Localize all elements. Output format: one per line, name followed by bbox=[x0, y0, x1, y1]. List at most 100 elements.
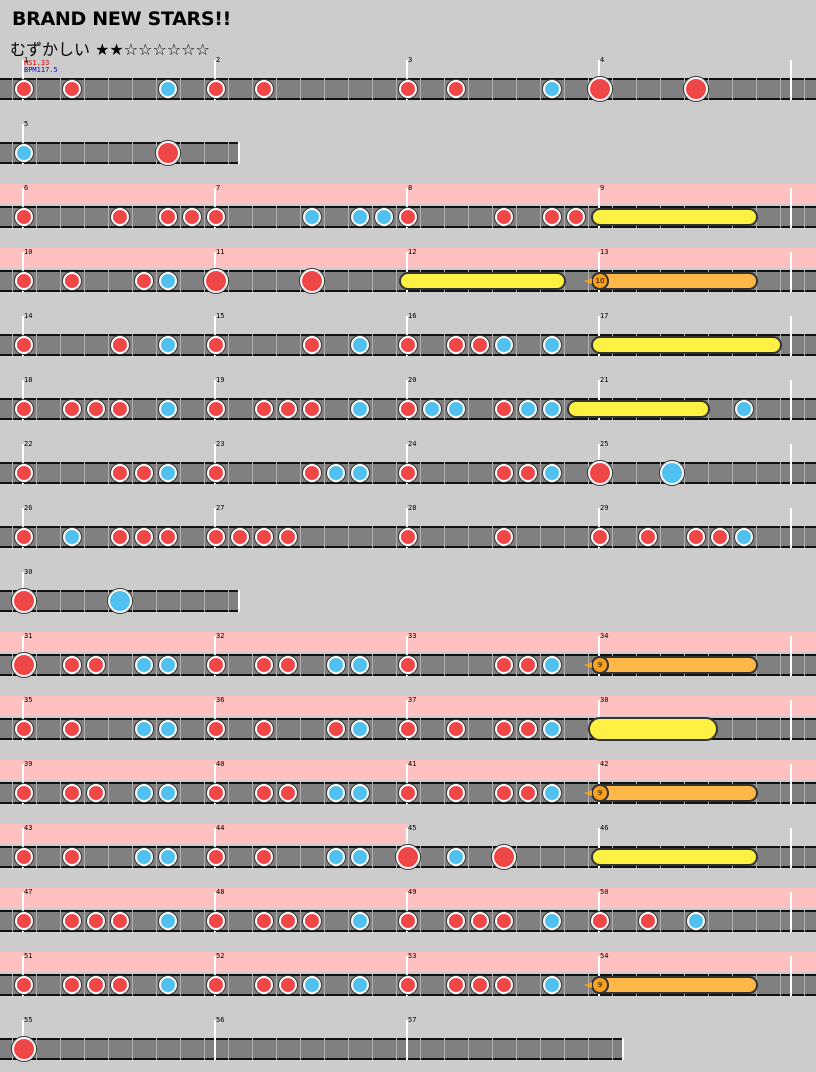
don-note bbox=[711, 528, 729, 546]
beat-line bbox=[156, 718, 157, 740]
beat-line bbox=[204, 398, 205, 420]
beat-line bbox=[84, 718, 85, 740]
beat-line bbox=[180, 846, 181, 868]
drumroll-bar bbox=[588, 717, 718, 741]
measure-number: 15 bbox=[216, 312, 225, 320]
beat-line bbox=[372, 846, 373, 868]
don-note bbox=[399, 976, 417, 994]
beat-line bbox=[36, 846, 37, 868]
beat-line bbox=[132, 590, 133, 612]
beat-line bbox=[132, 142, 133, 164]
don-note bbox=[63, 912, 81, 930]
beat-line bbox=[636, 526, 637, 548]
beat-line bbox=[444, 334, 445, 356]
measure-number: 2 bbox=[216, 56, 221, 64]
ka-note bbox=[351, 656, 369, 674]
gogo-band bbox=[0, 248, 816, 268]
don-note bbox=[447, 976, 465, 994]
don-note bbox=[495, 976, 513, 994]
don-note bbox=[111, 400, 129, 418]
ka-note bbox=[543, 336, 561, 354]
don-note bbox=[447, 784, 465, 802]
beat-line bbox=[516, 526, 517, 548]
don-note bbox=[639, 528, 657, 546]
ka-note bbox=[735, 400, 753, 418]
measure-number: 23 bbox=[216, 440, 225, 448]
don-note bbox=[279, 784, 297, 802]
beat-line bbox=[300, 334, 301, 356]
beat-line bbox=[564, 782, 565, 804]
beat-line bbox=[516, 718, 517, 740]
bar-line bbox=[790, 252, 792, 292]
beat-line bbox=[276, 782, 277, 804]
measure-number: 35 bbox=[24, 696, 33, 704]
beat-line bbox=[204, 142, 205, 164]
beat-line bbox=[84, 782, 85, 804]
beat-line bbox=[324, 462, 325, 484]
ka-note bbox=[159, 400, 177, 418]
don-note bbox=[519, 784, 537, 802]
don-note bbox=[63, 400, 81, 418]
measure-number: 10 bbox=[24, 248, 33, 256]
beat-line bbox=[780, 910, 781, 932]
ka-note bbox=[159, 336, 177, 354]
measure-row: 22 23 24 25 bbox=[0, 440, 816, 488]
measure-number: 34 bbox=[600, 632, 609, 640]
beat-line bbox=[108, 78, 109, 100]
don-note bbox=[207, 656, 225, 674]
beat-line bbox=[12, 910, 13, 932]
gogo-band bbox=[0, 952, 816, 972]
beat-line bbox=[732, 910, 733, 932]
big-ka-note bbox=[660, 461, 684, 485]
beat-line bbox=[180, 782, 181, 804]
beat-line bbox=[396, 654, 397, 676]
beat-line bbox=[84, 398, 85, 420]
ka-note bbox=[519, 400, 537, 418]
beat-line bbox=[12, 782, 13, 804]
measure-number: 49 bbox=[408, 888, 417, 896]
beat-line bbox=[60, 590, 61, 612]
ka-note bbox=[135, 656, 153, 674]
beat-line bbox=[84, 462, 85, 484]
beat-line bbox=[108, 654, 109, 676]
beat-line bbox=[708, 78, 709, 100]
beat-line bbox=[60, 782, 61, 804]
measure-number: 17 bbox=[600, 312, 609, 320]
measure-number: 4 bbox=[600, 56, 605, 64]
beat-line bbox=[396, 78, 397, 100]
don-note bbox=[471, 912, 489, 930]
beat-line bbox=[12, 142, 13, 164]
ka-note bbox=[303, 976, 321, 994]
bar-line bbox=[790, 188, 792, 228]
beat-line bbox=[756, 718, 757, 740]
beat-line bbox=[372, 910, 373, 932]
beat-line bbox=[60, 974, 61, 996]
balloon-head: 9 bbox=[584, 976, 609, 994]
measure-number: 16 bbox=[408, 312, 417, 320]
beat-line bbox=[84, 334, 85, 356]
measure-number: 9 bbox=[600, 184, 605, 192]
beat-line bbox=[804, 206, 805, 228]
drumroll-bar bbox=[399, 272, 566, 290]
beat-line bbox=[444, 398, 445, 420]
beat-line bbox=[468, 718, 469, 740]
ka-note bbox=[159, 272, 177, 290]
beat-line bbox=[204, 526, 205, 548]
beat-line bbox=[804, 270, 805, 292]
beat-line bbox=[156, 334, 157, 356]
measure-number: 55 bbox=[24, 1016, 33, 1024]
don-note bbox=[111, 976, 129, 994]
beat-line bbox=[516, 654, 517, 676]
beat-line bbox=[516, 334, 517, 356]
don-note bbox=[15, 272, 33, 290]
ka-note bbox=[543, 784, 561, 802]
beat-line bbox=[228, 398, 229, 420]
beat-line bbox=[276, 654, 277, 676]
don-note bbox=[447, 720, 465, 738]
beat-line bbox=[60, 526, 61, 548]
beat-line bbox=[132, 398, 133, 420]
beat-line bbox=[660, 526, 661, 548]
bar-line bbox=[790, 892, 792, 932]
beat-line bbox=[396, 718, 397, 740]
beat-line bbox=[228, 846, 229, 868]
